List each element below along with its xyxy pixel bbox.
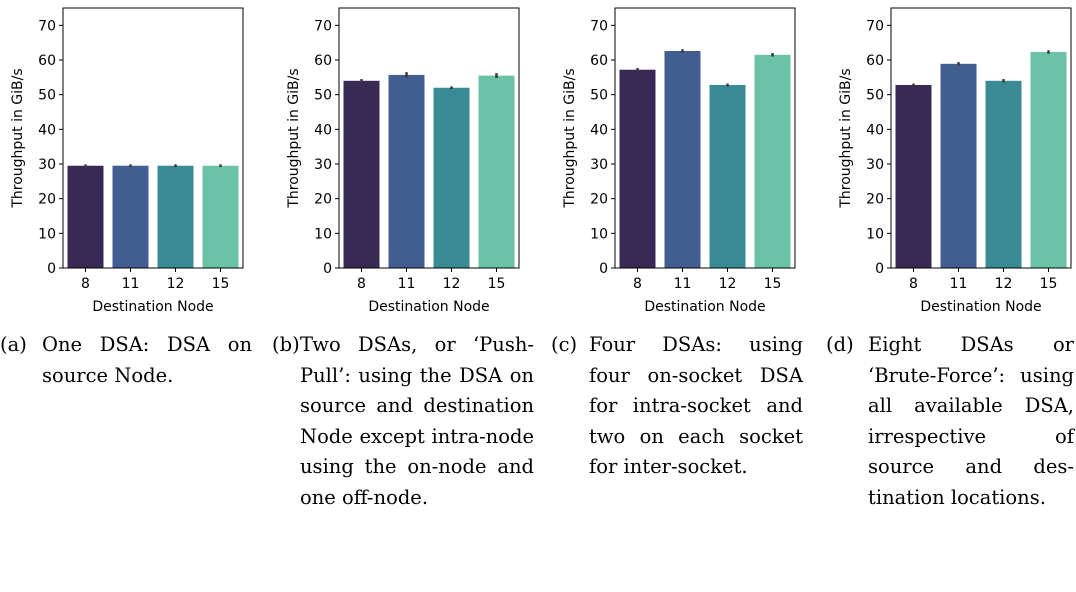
x-tick-label: 12 <box>167 276 185 292</box>
caption-text: Four DSAs: using four on-socket DSA for … <box>589 333 803 478</box>
y-tick-label: 50 <box>590 88 608 104</box>
x-tick-label: 8 <box>909 276 918 292</box>
y-tick-label: 40 <box>866 122 884 138</box>
bar <box>940 63 977 269</box>
y-axis-label: Throughput in GiB/s <box>562 68 578 208</box>
x-axis-label: Destination Node <box>368 299 489 315</box>
x-tick-label: 8 <box>633 276 642 292</box>
x-axis-label: Destination Node <box>920 299 1041 315</box>
y-tick-label: 30 <box>314 157 332 173</box>
y-axis-label: Throughput in GiB/s <box>286 68 302 208</box>
caption-tag: (a) <box>0 333 27 356</box>
y-tick-label: 60 <box>38 53 56 69</box>
y-tick-label: 50 <box>866 88 884 104</box>
y-tick-label: 10 <box>866 226 884 242</box>
axes-frame <box>890 7 1072 269</box>
bar <box>388 74 425 268</box>
caption-text: Two DSAs, or ‘Push-Pull’: us­ing the DSA… <box>300 333 534 509</box>
bar <box>895 84 932 269</box>
caption-tag: (b) <box>272 333 300 356</box>
y-tick-label: 40 <box>590 122 608 138</box>
x-tick-label: 11 <box>674 276 692 292</box>
x-tick-label: 11 <box>122 276 140 292</box>
y-tick-label: 10 <box>38 226 56 242</box>
bar <box>478 75 515 268</box>
x-tick-label: 12 <box>995 276 1013 292</box>
y-tick-label: 0 <box>323 261 332 277</box>
bar <box>112 165 149 268</box>
x-tick-label: 8 <box>357 276 366 292</box>
x-tick-label: 15 <box>212 276 230 292</box>
bar <box>202 165 239 268</box>
bar <box>754 54 791 268</box>
x-tick-label: 15 <box>1040 276 1058 292</box>
y-tick-label: 20 <box>38 192 56 208</box>
y-tick-label: 40 <box>314 122 332 138</box>
y-tick-label: 70 <box>38 18 56 34</box>
y-tick-label: 30 <box>590 157 608 173</box>
bar <box>1030 52 1067 268</box>
caption-text: One DSA: DSA on source Node. <box>42 333 252 387</box>
y-tick-label: 20 <box>314 192 332 208</box>
x-tick-label: 15 <box>488 276 506 292</box>
y-tick-label: 0 <box>875 261 884 277</box>
y-axis-label: Throughput in GiB/s <box>838 68 854 208</box>
y-tick-label: 70 <box>590 18 608 34</box>
y-tick-label: 50 <box>314 88 332 104</box>
bar <box>433 87 470 268</box>
y-tick-label: 50 <box>38 88 56 104</box>
y-tick-label: 20 <box>866 192 884 208</box>
bar <box>709 84 746 269</box>
caption-tag: (d) <box>826 333 854 356</box>
bar <box>343 80 380 268</box>
x-tick-label: 12 <box>443 276 461 292</box>
y-tick-label: 70 <box>314 18 332 34</box>
x-tick-label: 12 <box>719 276 737 292</box>
x-tick-label: 8 <box>81 276 90 292</box>
bar <box>619 69 656 269</box>
bar <box>985 80 1022 268</box>
y-tick-label: 0 <box>47 261 56 277</box>
y-tick-label: 40 <box>38 122 56 138</box>
caption-tag: (c) <box>551 333 578 356</box>
bar <box>157 165 194 268</box>
y-axis-label: Throughput in GiB/s <box>10 68 26 208</box>
y-tick-label: 60 <box>314 53 332 69</box>
y-tick-label: 20 <box>590 192 608 208</box>
y-tick-label: 70 <box>866 18 884 34</box>
x-axis-label: Destination Node <box>92 299 213 315</box>
axes-frame <box>62 7 244 269</box>
caption-text: Eight DSAs or ‘Brute-Force’: us­ing all … <box>868 333 1074 509</box>
x-axis-label: Destination Node <box>644 299 765 315</box>
x-tick-label: 15 <box>764 276 782 292</box>
bar <box>67 165 104 268</box>
y-tick-label: 60 <box>590 53 608 69</box>
y-tick-label: 0 <box>599 261 608 277</box>
y-tick-label: 30 <box>866 157 884 173</box>
y-tick-label: 10 <box>314 226 332 242</box>
x-tick-label: 11 <box>950 276 968 292</box>
bar <box>664 50 701 268</box>
axes-frame <box>338 7 520 269</box>
y-tick-label: 10 <box>590 226 608 242</box>
x-tick-label: 11 <box>398 276 416 292</box>
axes-frame <box>614 7 796 269</box>
y-tick-label: 60 <box>866 53 884 69</box>
y-tick-label: 30 <box>38 157 56 173</box>
